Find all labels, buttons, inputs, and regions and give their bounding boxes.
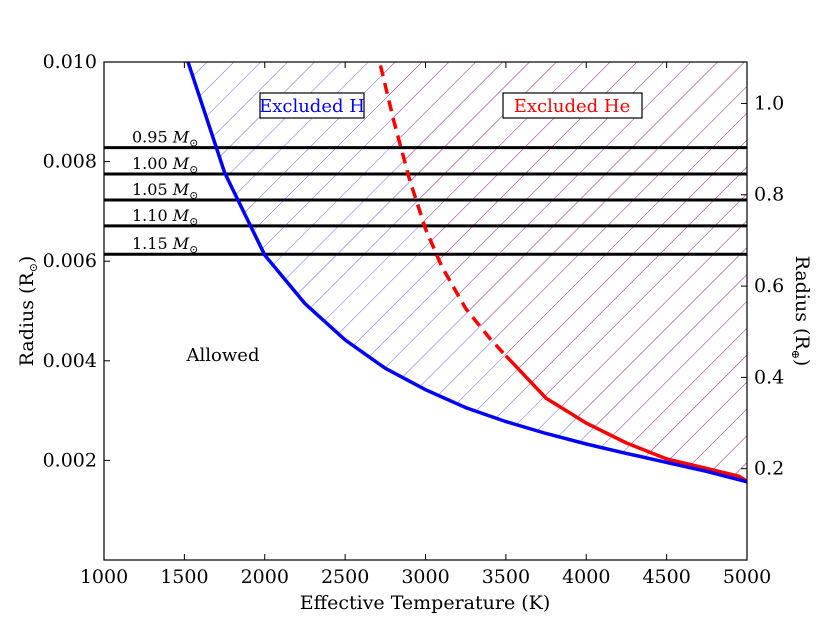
mass-label-bg bbox=[128, 128, 204, 146]
y-tick-label: 0.008 bbox=[43, 151, 97, 173]
mass-lines: 0.95 M⊙ 1.00 M⊙ 1.05 M⊙ 1.10 M⊙ 1.15 M⊙ bbox=[104, 128, 747, 256]
x-axis-title: Effective Temperature (K) bbox=[300, 592, 551, 614]
y-axis-right: 0.2 0.4 0.6 0.8 1.0 bbox=[741, 92, 784, 480]
y-axis-left: 0.002 0.004 0.006 0.008 0.010 bbox=[43, 51, 110, 471]
x-tick-label: 2000 bbox=[241, 566, 289, 588]
y-tick-label: 0.006 bbox=[43, 250, 97, 272]
region-label-excluded-h: Excluded H bbox=[259, 92, 365, 119]
h-boundary-line bbox=[186, 62, 747, 484]
mass-label-bg bbox=[128, 155, 204, 173]
y-axis-left-title: Radius (R⊙) bbox=[16, 256, 40, 367]
mass-label-bg bbox=[128, 235, 204, 253]
x-tick-label: 3000 bbox=[401, 566, 449, 588]
y2-tick-label: 1.0 bbox=[754, 92, 784, 114]
hatched-regions bbox=[184, 62, 747, 482]
mass-label-0-95: 0.95 M⊙ bbox=[132, 128, 198, 150]
mass-label-bg bbox=[128, 180, 204, 198]
boundary-curves bbox=[186, 62, 747, 484]
allowed-label: Allowed bbox=[186, 345, 260, 366]
y-tick-label: 0.004 bbox=[43, 350, 97, 372]
x-tick-label: 1000 bbox=[80, 566, 128, 588]
y2-tick-label: 0.8 bbox=[754, 184, 784, 206]
region-label-excluded-he: Excluded He bbox=[502, 92, 643, 119]
y-tick-label: 0.010 bbox=[43, 51, 97, 73]
excluded-he-region bbox=[380, 62, 747, 482]
he-boundary-solid-line bbox=[504, 354, 747, 483]
x-tick-label: 2500 bbox=[321, 566, 369, 588]
excluded-he-label: Excluded He bbox=[514, 96, 631, 117]
mass-label-bg bbox=[128, 206, 204, 224]
x-tick-label: 4000 bbox=[562, 566, 610, 588]
mass-label-1-05: 1.05 M⊙ bbox=[132, 180, 198, 202]
mass-label-1-00: 1.00 M⊙ bbox=[132, 154, 198, 176]
y-axis-right-title: Radius (R⊕) bbox=[789, 256, 813, 367]
excluded-h-label: Excluded H bbox=[259, 96, 365, 117]
x-tick-label: 1500 bbox=[160, 566, 208, 588]
x-axis: 1000 1500 2000 2500 3000 3500 4000 4500 5000 bbox=[80, 62, 771, 588]
y-tick-label: 0.002 bbox=[43, 449, 97, 471]
x-tick-label: 5000 bbox=[723, 566, 771, 588]
mass-label-1-15: 1.15 M⊙ bbox=[132, 234, 198, 256]
y2-tick-label: 0.6 bbox=[754, 275, 784, 297]
y2-tick-label: 0.2 bbox=[754, 458, 784, 480]
he-boundary-dashed-line bbox=[378, 65, 508, 357]
x-tick-label: 4500 bbox=[642, 566, 690, 588]
mass-label-1-10: 1.10 M⊙ bbox=[132, 206, 198, 228]
y2-tick-label: 0.4 bbox=[754, 366, 784, 388]
x-tick-label: 3500 bbox=[482, 566, 530, 588]
